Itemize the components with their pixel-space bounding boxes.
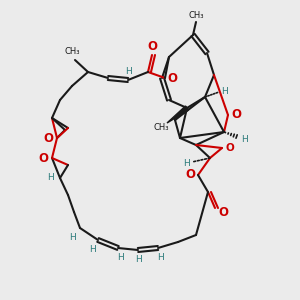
Polygon shape — [167, 106, 188, 123]
Text: H: H — [222, 86, 228, 95]
Text: CH₃: CH₃ — [64, 47, 80, 56]
Polygon shape — [180, 107, 188, 115]
Text: CH₃: CH₃ — [153, 124, 169, 133]
Text: O: O — [38, 152, 48, 164]
Text: O: O — [226, 143, 234, 153]
Text: H: H — [90, 245, 96, 254]
Text: H: H — [46, 173, 53, 182]
Text: O: O — [231, 109, 241, 122]
Text: O: O — [43, 131, 53, 145]
Text: O: O — [218, 206, 228, 220]
Text: H: H — [70, 233, 76, 242]
Text: O: O — [185, 169, 195, 182]
Text: H: H — [241, 134, 248, 143]
Text: H: H — [124, 67, 131, 76]
Text: O: O — [167, 71, 177, 85]
Text: H: H — [117, 254, 123, 262]
Text: H: H — [135, 256, 141, 265]
Text: O: O — [147, 40, 157, 53]
Text: CH₃: CH₃ — [188, 11, 204, 20]
Text: H: H — [183, 158, 189, 167]
Text: H: H — [158, 254, 164, 262]
